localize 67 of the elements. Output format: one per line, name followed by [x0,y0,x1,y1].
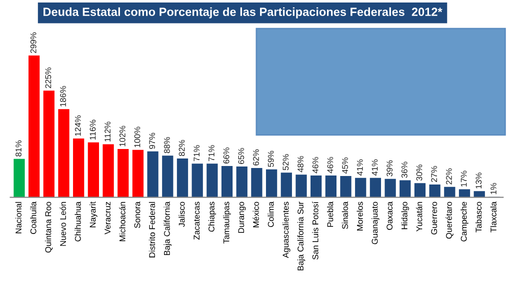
data-label: 17% [460,170,467,187]
data-label: 97% [149,132,156,149]
data-label: 225% [45,68,52,88]
x-tick-label: Sonora [134,202,140,228]
x-tick-label: Campeche [460,202,468,242]
x-tick-label: Puebla [327,202,334,227]
data-label: 41% [356,159,363,176]
data-label: 100% [134,126,140,148]
data-label: 186% [60,86,66,106]
x-tick-label: Nayarit [90,202,98,228]
x-tick-label: Michoacán [119,202,126,242]
x-tick-label: Zacatecas [194,202,200,240]
data-label: 13% [476,172,482,188]
data-label: 102% [119,126,126,146]
x-tick-label: Baja California Sur [297,202,306,270]
x-tick-label: Morelos [356,202,363,230]
x-tick-label: Guerrero [431,202,438,234]
chart-title: Deuda Estatal como Porcentaje de las Participaciones Federales 2012* [44,7,442,18]
data-label: 62% [253,149,259,166]
data-label: 27% [431,166,438,182]
data-label: 30% [416,164,422,181]
data-label: 46% [312,157,318,174]
data-label: 116% [90,120,96,140]
data-label: 71% [208,145,214,162]
data-label: 81% [16,140,22,156]
data-label: 299% [30,32,36,54]
x-tick-label: Colima [268,202,274,228]
data-label: 124% [74,115,81,136]
x-tick-label: Oaxaca [386,202,393,230]
data-label: 39% [386,160,393,176]
x-tick-label: Aguascalientes [282,202,290,258]
x-tick-label: Tabasco [475,202,482,232]
data-label: 48% [298,156,304,172]
x-tick-label: Yucatán [416,202,422,232]
x-tick-label: San Luis Potosí [312,202,318,260]
x-tick-label: Chihuahua [74,202,81,242]
data-label: 36% [401,162,408,178]
x-tick-label: Tlaxcala [490,202,496,232]
x-tick-label: Hidalgo [401,202,410,230]
x-tick-label: Nacional [15,202,22,234]
x-tick-label: Sinaloa [342,202,348,229]
x-tick-label: Coahuila [30,202,36,234]
data-label: 65% [238,148,244,164]
x-tick-label: Veracruz [104,202,111,234]
data-label: 22% [446,168,452,184]
x-tick-label: Chiapas [208,202,216,232]
data-label: 59% [268,150,274,167]
x-tick-label: Guanajuato [372,202,380,244]
x-tick-label: Quintana Roo [45,202,53,253]
x-tick-label: Querétaro [446,202,454,239]
x-tick-label: Nuevo León [60,202,66,246]
data-label: 46% [327,157,334,174]
x-tick-label: Distrito Federal [148,202,156,258]
data-label: 66% [223,148,230,164]
x-tick-label: Tamaulipas [223,202,231,244]
data-label: 88% [164,137,170,154]
data-label: 82% [178,140,185,156]
data-label: 41% [372,159,378,176]
x-tick-label: Jalisco [178,202,185,227]
data-label: 52% [282,154,289,170]
x-tick-label: Baja California [164,202,172,256]
data-label: 112% [104,122,110,142]
data-label: 1% [490,182,496,194]
x-tick-label: Durango [238,202,246,233]
x-tick-label: México [252,202,259,228]
data-label: 45% [342,157,348,174]
data-label: 71% [194,145,200,162]
